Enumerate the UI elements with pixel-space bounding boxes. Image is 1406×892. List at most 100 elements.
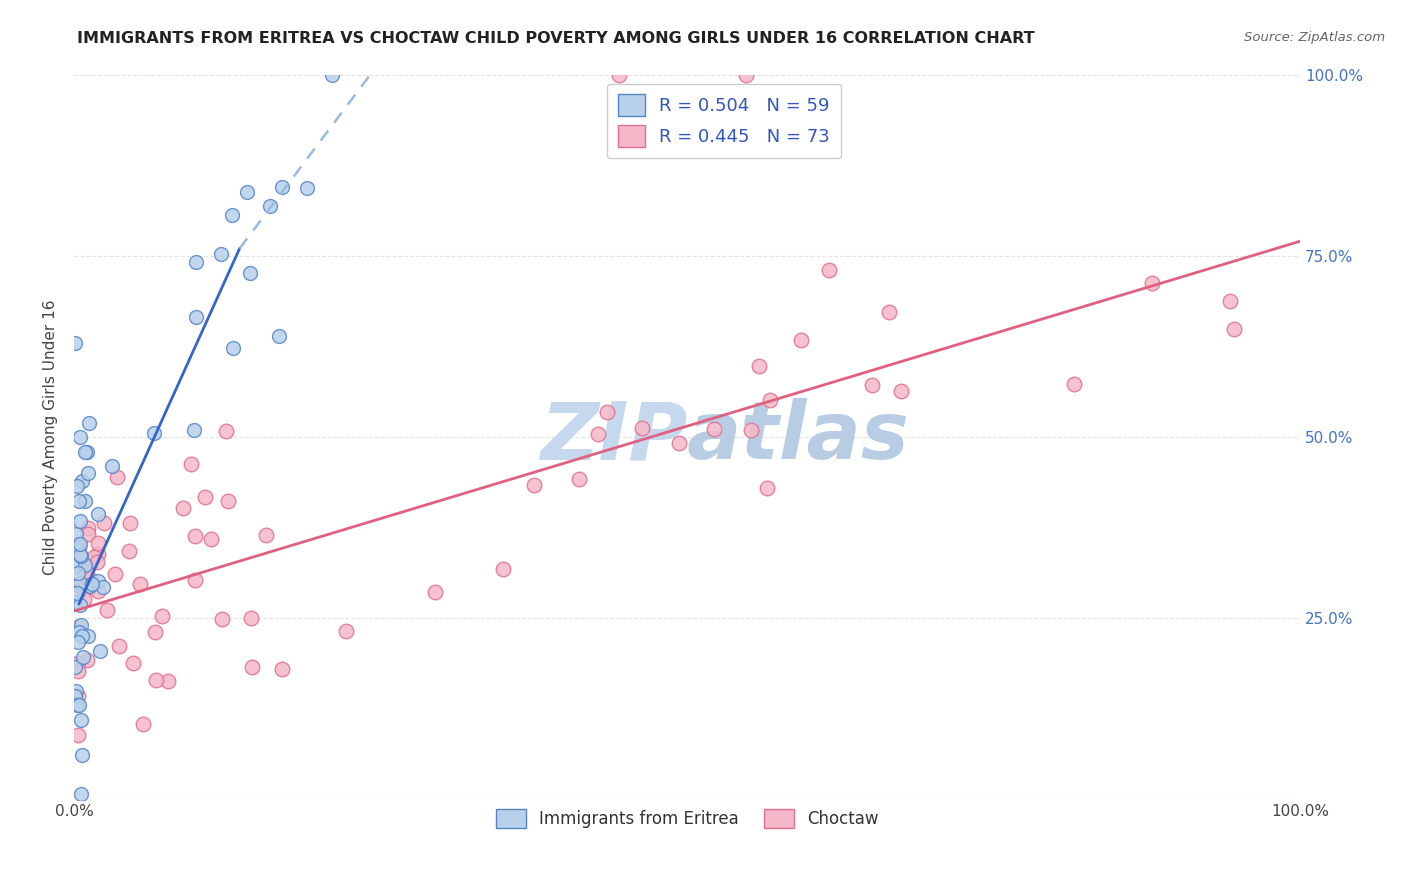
Point bbox=[150, 608, 173, 623]
Point bbox=[93, 580, 115, 594]
Point bbox=[70, 617, 93, 632]
Point bbox=[239, 266, 262, 280]
Point bbox=[89, 643, 111, 657]
Point bbox=[184, 574, 207, 588]
Point bbox=[69, 536, 91, 550]
Point bbox=[156, 673, 179, 688]
Point bbox=[118, 516, 141, 530]
Point bbox=[86, 548, 108, 562]
Point bbox=[586, 426, 609, 441]
Point bbox=[65, 660, 87, 674]
Point bbox=[76, 527, 98, 541]
Point bbox=[172, 500, 194, 515]
Point bbox=[75, 494, 97, 508]
Legend: Immigrants from Eritrea, Choctaw: Immigrants from Eritrea, Choctaw bbox=[489, 802, 886, 835]
Point bbox=[67, 540, 90, 554]
Point bbox=[180, 457, 202, 471]
Point bbox=[105, 469, 128, 483]
Point bbox=[259, 199, 281, 213]
Point bbox=[76, 521, 98, 535]
Point bbox=[66, 537, 89, 551]
Point bbox=[72, 591, 94, 606]
Y-axis label: Child Poverty Among Girls Under 16: Child Poverty Among Girls Under 16 bbox=[44, 300, 58, 574]
Point bbox=[66, 728, 89, 742]
Point bbox=[890, 384, 912, 398]
Point bbox=[72, 649, 94, 664]
Point bbox=[492, 562, 515, 576]
Point bbox=[759, 392, 782, 407]
Point bbox=[86, 507, 108, 521]
Point bbox=[66, 541, 89, 555]
Point bbox=[87, 584, 110, 599]
Point bbox=[740, 423, 762, 437]
Point bbox=[818, 262, 841, 277]
Point bbox=[1219, 293, 1241, 308]
Point bbox=[76, 653, 98, 667]
Point bbox=[69, 598, 91, 612]
Point bbox=[70, 474, 93, 488]
Point bbox=[1063, 376, 1085, 391]
Point bbox=[66, 665, 89, 679]
Point bbox=[65, 594, 87, 608]
Point bbox=[86, 574, 108, 588]
Point bbox=[132, 717, 155, 731]
Point bbox=[128, 576, 150, 591]
Text: IMMIGRANTS FROM ERITREA VS CHOCTAW CHILD POVERTY AMONG GIRLS UNDER 16 CORRELATIO: IMMIGRANTS FROM ERITREA VS CHOCTAW CHILD… bbox=[77, 31, 1035, 46]
Point bbox=[108, 640, 131, 654]
Point bbox=[877, 305, 900, 319]
Point bbox=[66, 657, 89, 671]
Point bbox=[77, 629, 100, 643]
Point bbox=[789, 334, 811, 348]
Point bbox=[523, 478, 546, 492]
Point bbox=[67, 698, 90, 713]
Point bbox=[211, 612, 233, 626]
Point bbox=[143, 426, 166, 441]
Point bbox=[668, 436, 690, 450]
Point bbox=[72, 629, 94, 643]
Point bbox=[70, 787, 93, 801]
Text: ZIP: ZIP bbox=[540, 398, 688, 476]
Point bbox=[183, 423, 205, 437]
Point bbox=[568, 472, 591, 486]
Point bbox=[86, 556, 108, 570]
Point bbox=[267, 328, 290, 343]
Point bbox=[66, 586, 89, 600]
Point bbox=[596, 404, 619, 418]
Point bbox=[67, 493, 90, 508]
Text: Source: ZipAtlas.com: Source: ZipAtlas.com bbox=[1244, 31, 1385, 45]
Point bbox=[70, 714, 93, 728]
Point bbox=[239, 611, 262, 625]
Point bbox=[200, 532, 222, 546]
Point bbox=[80, 576, 103, 591]
Point bbox=[66, 542, 89, 557]
Point bbox=[69, 575, 91, 590]
Point bbox=[66, 620, 89, 634]
Point bbox=[66, 698, 89, 712]
Point bbox=[77, 416, 100, 430]
Point bbox=[703, 422, 725, 436]
Point bbox=[69, 548, 91, 562]
Point bbox=[73, 581, 96, 595]
Point bbox=[423, 584, 446, 599]
Point bbox=[145, 673, 167, 688]
Point bbox=[222, 341, 245, 355]
Point bbox=[96, 602, 118, 616]
Point bbox=[335, 624, 357, 638]
Point bbox=[271, 180, 294, 194]
Point bbox=[1142, 276, 1164, 290]
Point bbox=[184, 529, 207, 543]
Point bbox=[76, 467, 98, 481]
Point bbox=[70, 747, 93, 762]
Point bbox=[67, 635, 90, 649]
Point bbox=[862, 378, 884, 392]
Point bbox=[69, 549, 91, 563]
Point bbox=[121, 656, 143, 670]
Point bbox=[67, 624, 90, 639]
Point bbox=[76, 444, 98, 458]
Point bbox=[104, 566, 127, 581]
Point bbox=[321, 68, 343, 82]
Point bbox=[79, 572, 101, 586]
Point bbox=[630, 421, 652, 435]
Point bbox=[65, 559, 87, 574]
Point bbox=[73, 558, 96, 572]
